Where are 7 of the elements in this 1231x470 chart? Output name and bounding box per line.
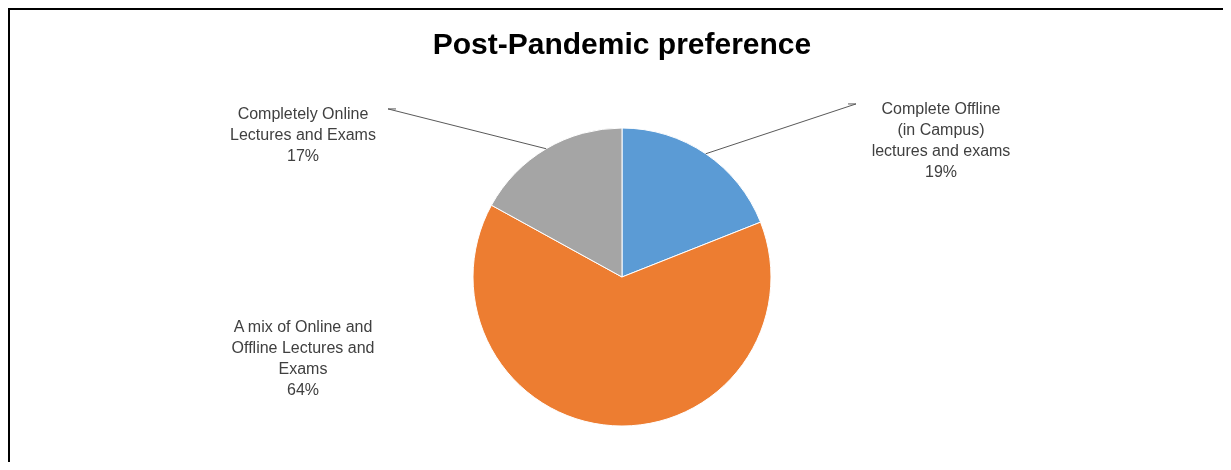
chart-title: Post-Pandemic preference [432,27,812,60]
data-label: 19% [924,163,958,181]
slice-label: Complete Offline (in Campus) lectures and exams [871,100,1011,160]
data-label: 17% [286,147,320,165]
slice-label: A mix of Online and Offline Lectures and Exams [231,317,375,377]
slice-label: Completely Online Lectures and Exams [230,105,376,144]
data-label: 64% [286,380,320,398]
